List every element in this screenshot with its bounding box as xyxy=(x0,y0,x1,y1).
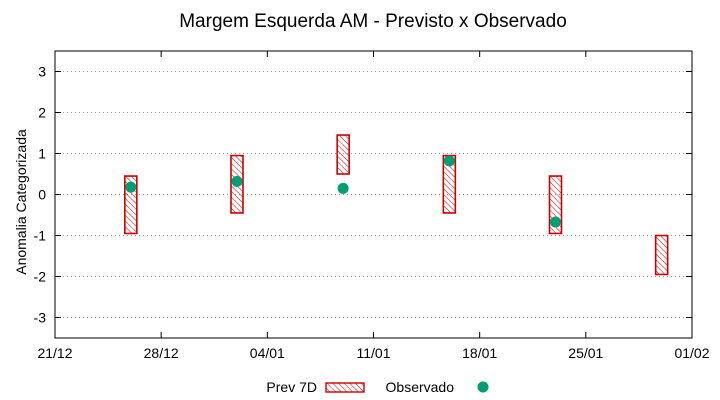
observed-point xyxy=(337,182,349,194)
y-axis-label: Anomalia Categorizada xyxy=(13,129,29,275)
plot-area xyxy=(124,134,669,276)
x-tick-label: 18/01 xyxy=(462,345,497,361)
x-tick-label: 25/01 xyxy=(568,345,603,361)
legend-label-observado: Observado xyxy=(386,379,455,395)
x-tick-label: 28/12 xyxy=(144,345,179,361)
y-tick-label: -2 xyxy=(34,269,47,285)
y-tick-label: -1 xyxy=(34,228,47,244)
legend-marker-observado xyxy=(477,381,489,393)
forecast-range-bar xyxy=(654,234,669,276)
observed-point xyxy=(443,155,455,167)
observed-point xyxy=(231,175,243,187)
legend: Prev 7D Observado xyxy=(266,379,489,395)
y-tick-label: 0 xyxy=(38,187,46,203)
x-tick-label: 11/01 xyxy=(357,345,391,361)
y-tick-label: 2 xyxy=(38,105,46,121)
chart-title: Margem Esquerda AM - Previsto x Observad… xyxy=(179,11,567,32)
x-tick-label: 04/01 xyxy=(250,345,285,361)
x-tick-label: 21/12 xyxy=(37,345,72,361)
observed-point xyxy=(125,181,137,193)
legend-swatch-prev-7d xyxy=(325,382,365,393)
plot-border xyxy=(54,50,693,339)
y-tick-label: 1 xyxy=(38,146,46,162)
forecast-range-bar xyxy=(336,134,350,175)
y-tick-label: 3 xyxy=(38,64,46,80)
legend-label-prev-7d: Prev 7D xyxy=(266,379,317,395)
grid-lines xyxy=(55,71,692,318)
axes: -3 -2 -1 0 1 2 3 21/12 28/12 04/01 11/01 18/01 25/01… xyxy=(34,50,710,361)
observed-point xyxy=(550,216,561,228)
x-tick-label: 01/02 xyxy=(674,345,709,361)
y-tick-label: -3 xyxy=(34,310,47,326)
